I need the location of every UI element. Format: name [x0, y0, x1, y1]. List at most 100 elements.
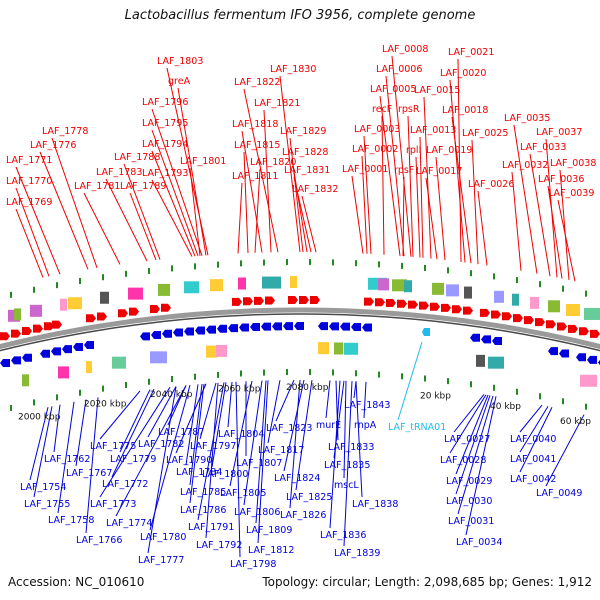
reverse-gene-label: LAF_0027 [444, 434, 490, 445]
reverse-gene-label-leader [147, 386, 177, 554]
forward-gene-label-leader [391, 55, 412, 257]
reverse-gene-label: LAF_1774 [106, 518, 152, 529]
scale-tick [309, 369, 311, 376]
reverse-gene-label: LAF_1836 [320, 530, 366, 541]
scale-label: 2060 kbp [218, 385, 261, 395]
reverse-gene-label-leader [457, 395, 494, 515]
forward-gene-label: LAF_0018 [442, 105, 488, 116]
reverse-gene-label-leader [211, 382, 227, 468]
scale-tick [148, 378, 150, 385]
scale-tick [516, 277, 518, 284]
reverse-gene-label-leader [185, 384, 199, 466]
forward-gene-label: LAF_1828 [282, 147, 328, 158]
scale-label: 20 kbp [420, 391, 451, 401]
reverse-gene-label: LAF_1825 [286, 492, 332, 503]
reverse-gene [140, 332, 150, 341]
reverse-gene [206, 325, 216, 334]
forward-gene [243, 297, 253, 306]
reverse-gene-label: LAF_1767 [66, 468, 112, 479]
functional-block [344, 342, 358, 355]
reverse-gene [283, 322, 293, 331]
forward-gene-label: LAF_0035 [504, 113, 550, 124]
forward-gene-label-leader [415, 156, 421, 258]
forward-gene [480, 308, 490, 317]
reverse-gene-label: LAF_0028 [440, 455, 486, 466]
reverse-gene-label-leader [189, 384, 203, 486]
reverse-gene [351, 323, 361, 332]
scale-tick [332, 369, 334, 376]
reverse-gene-label-leader [289, 379, 301, 509]
scale-tick [355, 260, 357, 267]
scale-tick [447, 378, 449, 385]
forward-gene-label-leader [379, 95, 401, 256]
functional-block [210, 279, 223, 292]
forward-gene [524, 316, 534, 325]
reverse-gene-label: LAF_1762 [44, 454, 90, 465]
forward-gene-label-leader [177, 87, 207, 256]
forward-gene-label: LAF_0008 [382, 44, 428, 55]
reverse-gene [217, 324, 227, 333]
functional-block [404, 280, 412, 293]
reverse-gene [559, 349, 569, 358]
reverse-gene-label: LAF_1772 [102, 479, 148, 490]
forward-gene-label: LAF_1795 [142, 118, 188, 129]
label-leader-lines [15, 55, 585, 558]
functional-block [584, 307, 600, 320]
forward-gene [463, 306, 473, 315]
reverse-gene-label-leader [227, 381, 233, 428]
reverse-gene-label: rnpA [354, 420, 377, 431]
forward-gene-label: LAF_1822 [234, 77, 280, 88]
reverse-gene [184, 327, 194, 336]
reverse-gene-label: LAF_1817 [258, 445, 304, 456]
reverse-gene-label: LAF_0030 [446, 496, 492, 507]
forward-gene-label-leader [451, 116, 472, 264]
functional-block [158, 283, 170, 296]
reverse-gene [294, 322, 304, 331]
scale-tick [539, 393, 541, 400]
scale-tick [102, 274, 104, 281]
reverse-gene-label-leader [267, 380, 281, 444]
forward-gene-label: LAF_1796 [142, 97, 188, 108]
forward-gene-label: LAF_1831 [284, 165, 330, 176]
forward-gene-label-leader [363, 135, 372, 254]
forward-gene-label-leader [423, 96, 432, 259]
scale-tick [355, 370, 357, 377]
forward-gene-label: LAF_1770 [6, 176, 52, 187]
backbone-ring [0, 307, 600, 350]
reverse-gene-label-leader [85, 397, 99, 534]
forward-gene [0, 332, 10, 341]
forward-gene [579, 327, 589, 336]
forward-gene-label: LAF_1789 [120, 181, 166, 192]
forward-gene-label: LAF_0033 [520, 142, 566, 153]
forward-gene [386, 298, 396, 307]
reverse-gene-label: LAF_0031 [448, 516, 494, 527]
forward-gene-label: LAF_0038 [550, 158, 596, 169]
forward-gene-label: rplI [406, 145, 421, 156]
reverse-gene-label: mscL [334, 480, 359, 491]
scale-tick [378, 371, 380, 378]
reverse-gene-label: LAF_0041 [510, 454, 556, 465]
scale-tick [263, 259, 265, 266]
functional-block [580, 374, 597, 387]
reverse-gene-label-leader [111, 388, 155, 478]
scale-tick [562, 285, 564, 292]
reverse-gene-label: LAF_1790 [166, 455, 212, 466]
forward-gene-label-leader [289, 137, 304, 253]
forward-gene [364, 297, 374, 306]
reverse-gene-label-leader [255, 380, 267, 524]
reverse-gene-label-leader [205, 382, 219, 539]
forward-gene-label: LAF_0003 [354, 124, 400, 135]
forward-gene-label-leader [293, 176, 312, 253]
forward-gene-label: LAF_0032 [502, 160, 548, 171]
label-layer: 2000 kbp 2020 kbp 2040 kbp 2060 kbp 2080 kbp… [6, 44, 596, 570]
reverse-gene-label: LAF_1835 [324, 460, 370, 471]
scale-tick [56, 282, 58, 289]
reverse-gene-label: LAF_1833 [328, 442, 374, 453]
reverse-gene-label: LAF_1787 [158, 427, 204, 438]
reverse-gene-label-leader [453, 394, 485, 433]
forward-gene [375, 298, 385, 307]
rna-gene-label-leader [397, 341, 423, 421]
reverse-gene-label: LAF_1826 [280, 510, 326, 521]
scale-tick [470, 381, 472, 388]
forward-gene-label: LAF_0025 [462, 128, 508, 139]
